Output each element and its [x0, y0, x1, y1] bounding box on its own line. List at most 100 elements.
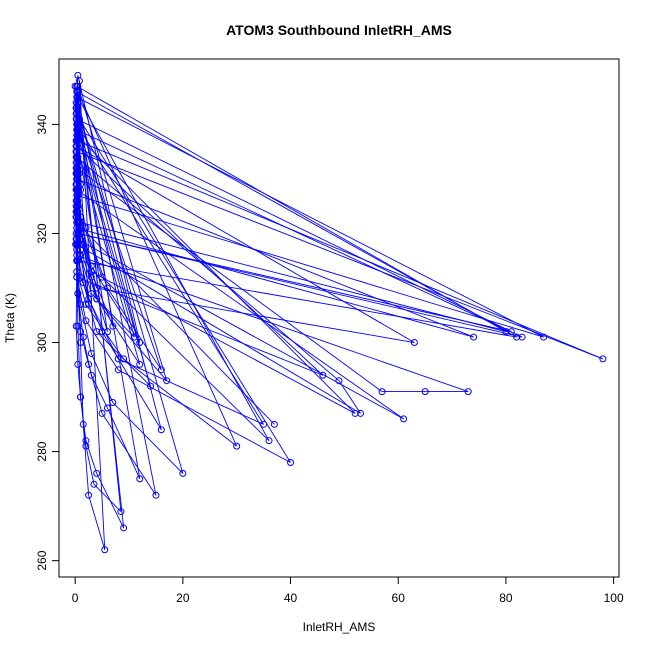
data-point [77, 186, 85, 194]
data-point [599, 355, 607, 363]
data-point [114, 355, 122, 363]
series-line-segment [85, 440, 98, 474]
series-line-segment [338, 380, 361, 414]
data-point [136, 360, 144, 368]
data-point [77, 251, 85, 259]
series-line-segment [76, 151, 604, 360]
data-point [77, 235, 85, 243]
series-line-segment [76, 167, 383, 392]
data-point [513, 333, 521, 341]
data-point [73, 153, 81, 161]
data-point [319, 371, 327, 379]
data-point [73, 268, 81, 276]
data-point [73, 219, 81, 227]
data-point [77, 224, 85, 232]
data-point [72, 99, 80, 107]
series-line-segment [76, 96, 544, 338]
data-point [72, 170, 80, 178]
data-point [82, 224, 90, 232]
data-point [74, 240, 82, 248]
series-line-segment [77, 102, 125, 528]
data-point [147, 382, 155, 390]
data-point [103, 328, 111, 336]
series-line-segment [75, 326, 79, 365]
y-axis-label: Theta (K) [3, 293, 17, 343]
series-line-segment [77, 91, 238, 447]
series-line-segment [76, 118, 512, 333]
data-point [410, 339, 418, 347]
series-data [71, 71, 607, 554]
data-point [136, 339, 144, 347]
series-line-segment [101, 413, 157, 496]
data-point [73, 88, 81, 96]
data-point [87, 371, 95, 379]
data-point [87, 349, 95, 357]
series-line-segment [77, 233, 523, 338]
data-point [79, 420, 87, 428]
series-line-segment [85, 446, 95, 485]
x-axis-label: InletRH_AMS [303, 620, 376, 634]
data-point [87, 273, 95, 281]
data-point [233, 442, 241, 450]
data-point [502, 328, 510, 336]
data-point [77, 328, 85, 336]
series-line-segment [76, 271, 87, 305]
data-point [93, 469, 101, 477]
plot-frame [58, 58, 620, 578]
data-point [378, 388, 386, 396]
data-point [73, 142, 81, 150]
data-point [120, 355, 128, 363]
series-line-segment [75, 118, 79, 141]
data-point [73, 164, 81, 172]
series-line-segment [77, 293, 81, 332]
data-point [74, 202, 82, 210]
series-line-segment [76, 244, 361, 414]
data-point [79, 333, 87, 341]
data-point [74, 289, 82, 297]
data-point [357, 409, 365, 417]
data-point [77, 300, 85, 308]
data-point [507, 328, 515, 336]
data-point [73, 82, 81, 90]
series-line-segment [93, 483, 122, 512]
series-line-segment [80, 397, 87, 441]
data-point [74, 71, 82, 79]
data-point [85, 300, 93, 308]
series-line-segment [77, 107, 162, 430]
series-line-segment [76, 277, 87, 321]
series-line-segment [76, 222, 275, 425]
data-point [120, 524, 128, 532]
series-line-segment [76, 178, 474, 338]
series-line-segment [112, 402, 184, 474]
data-point [77, 180, 85, 188]
data-point [77, 240, 85, 248]
data-point [77, 393, 85, 401]
data-point [87, 262, 95, 270]
series-line-segment [77, 364, 81, 398]
data-point [90, 480, 98, 488]
data-point [117, 508, 125, 516]
x-tick-label: 0 [72, 591, 79, 605]
data-point [72, 110, 80, 118]
series-line-segment [76, 276, 324, 376]
data-point [82, 437, 90, 445]
data-point [163, 377, 171, 385]
series-line-segment [123, 358, 237, 447]
data-point [77, 219, 85, 227]
x-tick-label: 20 [176, 591, 190, 605]
data-point [130, 333, 138, 341]
x-tick-label: 80 [499, 591, 513, 605]
data-point [98, 328, 106, 336]
data-point [79, 279, 87, 287]
series-line-segment [77, 129, 151, 387]
data-point [287, 458, 295, 466]
data-point [72, 180, 80, 188]
series-line-segment [118, 358, 264, 425]
data-point [103, 284, 111, 292]
series-line-segment [76, 227, 474, 338]
series-line-segment [96, 331, 151, 387]
series-line-segment [77, 107, 184, 474]
data-point [351, 409, 359, 417]
series-line-segment [107, 407, 141, 480]
series-line-segment [85, 320, 119, 371]
